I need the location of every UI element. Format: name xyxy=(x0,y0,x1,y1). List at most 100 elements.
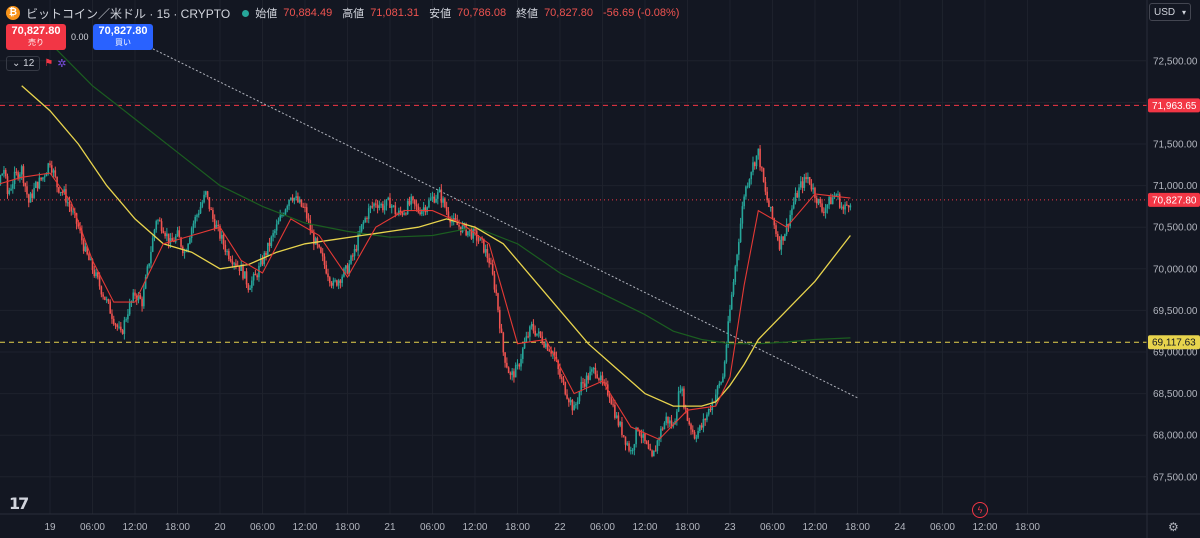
symbol-title[interactable]: ビットコイン／米ドル · 15 · CRYPTO xyxy=(26,6,231,21)
x-tick-label: 22 xyxy=(554,522,566,533)
candle-body xyxy=(52,170,55,173)
x-tick-label: 12:00 xyxy=(292,522,317,533)
candle-body xyxy=(132,292,135,302)
candle-body xyxy=(66,202,69,204)
candle-body xyxy=(61,192,64,194)
candle-body xyxy=(826,204,829,209)
candle-body xyxy=(42,177,44,180)
gear-icon[interactable]: ⚙ xyxy=(1168,520,1179,534)
y-tick-label: 69,500.00 xyxy=(1153,306,1198,317)
candle-body xyxy=(86,246,88,255)
candle-body xyxy=(419,212,421,215)
candle-body xyxy=(33,187,35,198)
low-label: 安値 xyxy=(429,8,452,20)
y-tick-label: 72,500.00 xyxy=(1153,56,1198,67)
sell-price: 70,827.80 xyxy=(11,25,61,37)
candle-body xyxy=(769,206,772,208)
buy-button[interactable]: 70,827.80 買い xyxy=(93,24,153,50)
candle-body xyxy=(10,188,12,191)
candle-body xyxy=(536,333,538,336)
candle-body xyxy=(633,444,636,451)
x-tick-label: 21 xyxy=(384,522,396,533)
candle-body xyxy=(49,163,51,166)
candle-body xyxy=(475,230,478,241)
candle-body xyxy=(263,252,266,265)
candle-body xyxy=(529,326,531,337)
candle-body xyxy=(764,181,767,192)
candle-body xyxy=(709,408,712,411)
x-tick-label: 20 xyxy=(214,522,226,533)
candle-body xyxy=(840,206,843,208)
candle-body xyxy=(472,228,475,239)
candle-body xyxy=(598,378,600,381)
candle-body xyxy=(297,196,299,203)
candle-body xyxy=(431,196,434,199)
candle-body xyxy=(768,200,770,207)
currency-select[interactable]: USD ▾ xyxy=(1149,3,1191,21)
candle-body xyxy=(745,186,747,197)
candle-body xyxy=(539,331,542,337)
candle-body xyxy=(847,205,850,208)
grid xyxy=(0,0,1146,514)
high-label: 高値 xyxy=(342,8,365,20)
candle-body xyxy=(614,404,616,418)
candle-body xyxy=(210,208,212,211)
candle-body xyxy=(686,408,689,421)
candle-body xyxy=(245,271,248,285)
indicator-toggle[interactable]: ⌄ 12 ⚑ ✲ xyxy=(6,56,66,71)
candle-body xyxy=(328,277,331,283)
candle-body xyxy=(704,419,706,421)
candle-body xyxy=(513,371,515,378)
x-tick-label: 18:00 xyxy=(505,522,530,533)
candle-body xyxy=(362,222,365,225)
x-tick-label: 12:00 xyxy=(632,522,657,533)
tradingview-logo-icon[interactable]: 17 xyxy=(9,494,29,513)
candle-body xyxy=(199,206,202,214)
bitcoin-icon: ₿ xyxy=(6,6,20,20)
candle-body xyxy=(81,230,83,241)
candle-body xyxy=(690,424,692,430)
candle-body xyxy=(837,194,839,196)
candle-body xyxy=(815,198,818,204)
candle-body xyxy=(256,275,258,278)
candle-body xyxy=(716,386,719,395)
candle-body xyxy=(406,201,409,214)
candle-body xyxy=(695,437,698,439)
candle-body xyxy=(628,443,630,451)
candle-body xyxy=(580,382,583,392)
candle-body xyxy=(403,213,405,215)
lightning-icon[interactable]: ϟ xyxy=(972,502,988,518)
candle-body xyxy=(213,218,216,229)
candle-body xyxy=(697,431,699,438)
candle-body xyxy=(367,208,370,219)
candle-body xyxy=(727,321,729,345)
candle-body xyxy=(97,272,99,278)
candle-body xyxy=(390,205,393,208)
x-tick-label: 12:00 xyxy=(802,522,827,533)
candle-body xyxy=(624,436,627,445)
flag-icon[interactable]: ⚑ xyxy=(44,58,54,69)
candle-body xyxy=(148,263,150,267)
candle-body xyxy=(693,432,696,439)
candle-body xyxy=(82,240,85,252)
price-axis: 67,500.00 68,000.00 68,500.00 69,000.00 69,5… xyxy=(1146,0,1200,538)
candle-body xyxy=(553,351,556,358)
candle-body xyxy=(169,238,172,244)
x-tick-label: 12:00 xyxy=(462,522,487,533)
candle-body xyxy=(521,348,524,359)
candle-body xyxy=(647,443,650,449)
candle-body xyxy=(268,242,271,246)
candle-body xyxy=(757,148,760,156)
candle-body xyxy=(274,230,276,234)
ma-slow-line xyxy=(42,35,851,345)
settings-icon[interactable]: ✲ xyxy=(57,58,67,70)
candle-body xyxy=(573,405,575,411)
candle-body xyxy=(426,207,428,213)
sell-button[interactable]: 70,827.80 売り xyxy=(6,24,66,50)
candle-body xyxy=(4,169,7,177)
candle-body xyxy=(785,223,788,235)
candle-body xyxy=(753,162,756,167)
candle-body xyxy=(761,167,763,169)
candle-body xyxy=(594,367,597,375)
